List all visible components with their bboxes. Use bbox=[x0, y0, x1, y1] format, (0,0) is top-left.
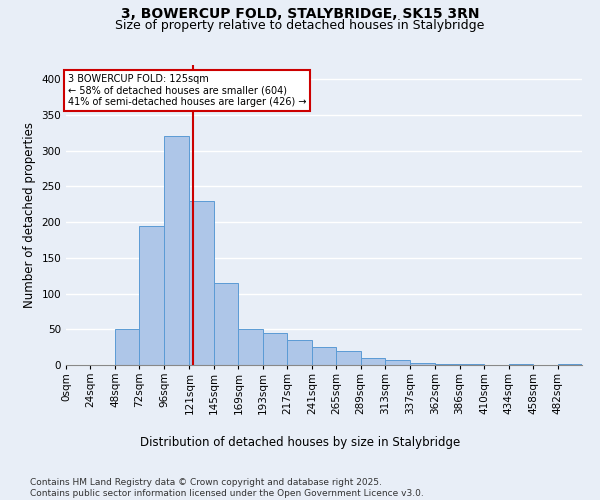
Y-axis label: Number of detached properties: Number of detached properties bbox=[23, 122, 36, 308]
Bar bbox=[509, 364, 533, 365]
Bar bbox=[435, 364, 460, 365]
Bar bbox=[460, 364, 484, 365]
Bar bbox=[557, 364, 582, 365]
Bar bbox=[214, 283, 238, 365]
Bar bbox=[238, 330, 263, 365]
Bar bbox=[385, 360, 410, 365]
Bar bbox=[361, 358, 385, 365]
Bar bbox=[336, 350, 361, 365]
Text: Contains HM Land Registry data © Crown copyright and database right 2025.
Contai: Contains HM Land Registry data © Crown c… bbox=[30, 478, 424, 498]
Text: 3, BOWERCUP FOLD, STALYBRIDGE, SK15 3RN: 3, BOWERCUP FOLD, STALYBRIDGE, SK15 3RN bbox=[121, 8, 479, 22]
Bar bbox=[164, 136, 190, 365]
Bar bbox=[115, 330, 139, 365]
Bar bbox=[312, 347, 336, 365]
Text: Distribution of detached houses by size in Stalybridge: Distribution of detached houses by size … bbox=[140, 436, 460, 449]
Bar bbox=[190, 200, 214, 365]
Bar bbox=[139, 226, 164, 365]
Bar bbox=[287, 340, 312, 365]
Text: 3 BOWERCUP FOLD: 125sqm
← 58% of detached houses are smaller (604)
41% of semi-d: 3 BOWERCUP FOLD: 125sqm ← 58% of detache… bbox=[68, 74, 307, 107]
Text: Size of property relative to detached houses in Stalybridge: Size of property relative to detached ho… bbox=[115, 18, 485, 32]
Bar bbox=[263, 333, 287, 365]
Bar bbox=[410, 363, 435, 365]
